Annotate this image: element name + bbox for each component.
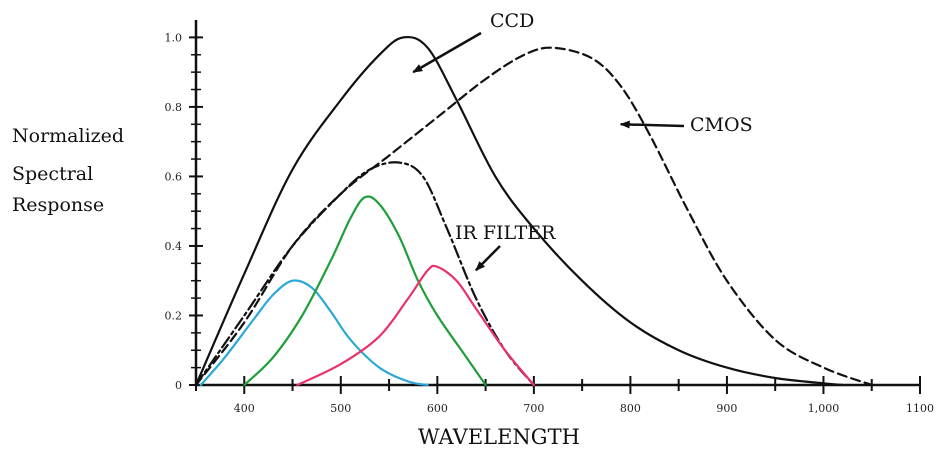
y-axis-label-line-1: Normalized — [12, 125, 124, 147]
x-tick-label: 800 — [620, 402, 641, 415]
annotation-ir-filter: IR FILTER — [455, 222, 556, 244]
y-tick-label: 0.4 — [165, 240, 183, 253]
annotation-arrows — [412, 31, 685, 272]
x-tick-label: 700 — [523, 402, 544, 415]
x-axis-label: WAVELENGTH — [418, 425, 580, 449]
y-axis-label: Normalized Spectral Response — [12, 125, 124, 216]
annotation-cmos: CMOS — [690, 114, 753, 136]
y-ticks: 0 0.2 0.4 0.6 0.8 1.0 — [165, 31, 203, 392]
series-line-ir-filter — [194, 161, 535, 387]
x-ticks: 400 500 600 700 800 900 1,000 1100 — [195, 376, 934, 415]
series-line-red — [296, 264, 535, 387]
annotation-arrow — [412, 31, 482, 74]
annotation-arrow — [619, 120, 685, 129]
y-axis-label-line-2: Spectral — [12, 163, 93, 185]
series-lines — [194, 35, 873, 387]
series-line-green — [243, 195, 487, 387]
y-axis-label-line-3: Response — [12, 194, 104, 216]
x-tick-label: 500 — [330, 402, 351, 415]
y-tick-label: 1.0 — [165, 31, 183, 44]
annotations: CCD CMOS IR FILTER — [455, 10, 753, 244]
chart-axes — [194, 20, 920, 387]
y-tick-label: 0.8 — [165, 101, 183, 114]
y-tick-label: 0.6 — [165, 170, 183, 183]
y-tick-label: 0 — [175, 379, 182, 392]
series-line-blue — [199, 279, 429, 387]
x-tick-label: 600 — [427, 402, 448, 415]
annotation-arrow — [475, 245, 501, 272]
x-tick-label: 1100 — [906, 402, 934, 415]
series-line-ccd — [194, 35, 844, 387]
x-tick-label: 900 — [716, 402, 737, 415]
annotation-ccd: CCD — [490, 10, 534, 32]
series-line-cmos — [194, 46, 873, 387]
y-tick-label: 0.2 — [165, 309, 183, 322]
x-tick-label: 400 — [234, 402, 255, 415]
x-tick-label: 1,000 — [808, 402, 840, 415]
